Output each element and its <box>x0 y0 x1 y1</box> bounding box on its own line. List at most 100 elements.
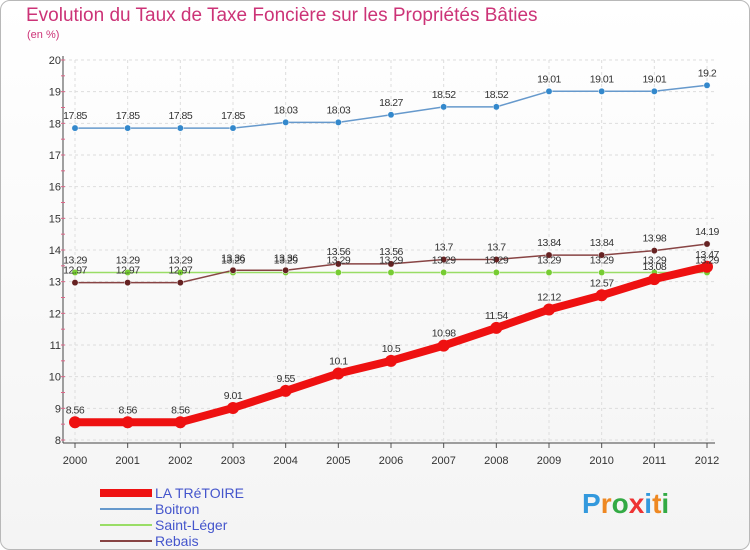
data-label-saint-l-ger-2002: 13.29 <box>168 254 192 266</box>
data-point-boitron-2000 <box>71 124 79 132</box>
data-label-rebais-2007: 13.7 <box>434 242 453 254</box>
data-label-boitron-2009: 19.01 <box>537 73 561 85</box>
data-point-boitron-2005 <box>334 118 342 126</box>
data-label-la-tr-toire-2006: 10.5 <box>382 343 401 355</box>
series-labels: 17.85 17.85 17.85 17.85 18.03 18.03 18.27 18.52… <box>63 67 720 416</box>
data-label-rebais-2003: 13.36 <box>221 252 245 264</box>
data-label-boitron-2003: 17.85 <box>221 110 245 122</box>
data-point-rebais-2008 <box>492 256 500 263</box>
proxiti-logo: Proxiti <box>582 488 670 519</box>
data-point-boitron-2003 <box>229 124 237 132</box>
data-label-saint-l-ger-2000: 13.29 <box>63 254 87 266</box>
x-tick-label-2007: 2007 <box>431 455 455 467</box>
data-label-rebais-2005: 13.56 <box>326 246 350 258</box>
y-tick-label-12: 12 <box>49 308 61 320</box>
data-label-rebais-2001: 12.97 <box>116 265 140 277</box>
chart-title: Evolution du Taux de Taxe Foncière sur l… <box>26 5 538 26</box>
y-axis-unit: (en %) <box>27 29 60 41</box>
data-label-boitron-2000: 17.85 <box>63 110 87 122</box>
data-point-boitron-2001 <box>124 124 132 132</box>
data-point-rebais-2012 <box>703 240 711 248</box>
data-point-boitron-2009 <box>545 87 553 95</box>
data-point-rebais-2002 <box>176 279 184 287</box>
y-tick-label-18: 18 <box>49 118 61 130</box>
data-label-saint-l-ger-2011: 13.29 <box>642 254 666 266</box>
data-point-boitron-2011 <box>650 87 658 95</box>
data-point-rebais-2009 <box>545 251 553 259</box>
data-point-la-tr-toire-2006 <box>385 354 397 367</box>
data-label-rebais-2010: 13.84 <box>590 237 614 249</box>
y-tick-label-15: 15 <box>49 213 61 225</box>
data-point-la-tr-toire-2000 <box>69 416 81 429</box>
data-point-boitron-2002 <box>176 124 184 132</box>
data-label-rebais-2006: 13.56 <box>379 246 403 258</box>
x-tick-label-2011: 2011 <box>643 455 667 467</box>
data-label-rebais-2002: 12.97 <box>168 265 192 277</box>
data-label-saint-l-ger-2010: 13.29 <box>590 254 614 266</box>
data-label-la-tr-toire-2007: 10.98 <box>432 328 456 340</box>
data-point-boitron-2008 <box>492 103 500 111</box>
data-point-la-tr-toire-2007 <box>437 339 450 352</box>
data-label-rebais-2004: 13.36 <box>274 252 298 264</box>
data-point-rebais-2010 <box>598 251 606 259</box>
data-label-saint-l-ger-2005: 13.29 <box>326 254 350 266</box>
data-point-rebais-2007 <box>440 256 448 263</box>
data-point-la-tr-toire-2005 <box>332 367 345 380</box>
data-label-la-tr-toire-2005: 10.1 <box>329 356 348 368</box>
data-point-saint-l-ger-2002 <box>176 269 184 276</box>
data-label-boitron-2011: 19.01 <box>642 73 666 85</box>
data-label-la-tr-toire-2009: 12.12 <box>537 292 561 304</box>
x-tick-label-2006: 2006 <box>379 455 403 467</box>
x-tick-label-2003: 2003 <box>221 455 245 467</box>
data-label-saint-l-ger-2004: 13.29 <box>274 254 298 266</box>
data-label-rebais-2012: 14.19 <box>695 226 719 238</box>
axes: 8 9 10 11 12 13 14 15 16 17 18 19 20 2000 2001 2002 2003… <box>49 55 719 467</box>
data-label-la-tr-toire-2012: 13.47 <box>695 249 719 261</box>
data-point-boitron-2012 <box>703 81 711 89</box>
data-label-boitron-2001: 17.85 <box>116 110 140 122</box>
legend-label-saint-l-ger: Saint-Léger <box>155 517 228 533</box>
y-tick-label-20: 20 <box>49 55 61 67</box>
x-tick-label-2010: 2010 <box>589 455 613 467</box>
x-tick-label-2001: 2001 <box>115 455 139 467</box>
data-point-boitron-2007 <box>440 103 448 111</box>
data-label-saint-l-ger-2008: 13.29 <box>484 254 508 266</box>
data-point-la-tr-toire-2012 <box>701 260 713 273</box>
y-tick-label-19: 19 <box>49 87 61 99</box>
y-tick-label-16: 16 <box>49 182 61 194</box>
data-point-rebais-2005 <box>334 260 342 268</box>
data-label-la-tr-toire-2001: 8.56 <box>118 404 137 416</box>
x-tick-label-2002: 2002 <box>168 455 192 467</box>
data-label-boitron-2006: 18.27 <box>379 97 403 109</box>
legend-label-boitron: Boitron <box>155 501 199 517</box>
data-point-rebais-2004 <box>282 266 290 274</box>
data-point-boitron-2010 <box>598 87 606 95</box>
data-point-saint-l-ger-2010 <box>598 269 606 276</box>
data-point-la-tr-toire-2002 <box>174 416 187 429</box>
data-label-saint-l-ger-2007: 13.29 <box>432 254 456 266</box>
data-label-saint-l-ger-2006: 13.29 <box>379 254 403 266</box>
data-label-saint-l-ger-2012: 13.29 <box>695 254 719 266</box>
data-label-boitron-2002: 17.85 <box>168 110 192 122</box>
data-point-la-tr-toire-2003 <box>227 402 239 415</box>
data-point-rebais-2001 <box>124 279 132 287</box>
data-label-la-tr-toire-2003: 9.01 <box>224 390 243 402</box>
legend-label-la-tr-toire: LA TRéTOIRE <box>155 485 244 501</box>
y-tick-label-8: 8 <box>55 435 61 447</box>
data-label-boitron-2010: 19.01 <box>590 73 614 85</box>
data-point-boitron-2006 <box>387 111 395 119</box>
series-points <box>69 81 713 429</box>
grid <box>63 59 715 448</box>
y-tick-label-9: 9 <box>55 403 61 415</box>
data-label-boitron-2007: 18.52 <box>432 89 456 101</box>
data-point-saint-l-ger-2006 <box>387 269 395 276</box>
data-point-la-tr-toire-2001 <box>121 416 134 429</box>
data-label-rebais-2008: 13.7 <box>487 242 506 254</box>
data-label-boitron-2004: 18.03 <box>274 104 298 116</box>
data-label-la-tr-toire-2004: 9.55 <box>276 373 295 385</box>
data-label-la-tr-toire-2010: 12.57 <box>590 277 614 289</box>
data-label-rebais-2011: 13.98 <box>642 233 666 245</box>
data-label-la-tr-toire-2002: 8.56 <box>171 404 190 416</box>
